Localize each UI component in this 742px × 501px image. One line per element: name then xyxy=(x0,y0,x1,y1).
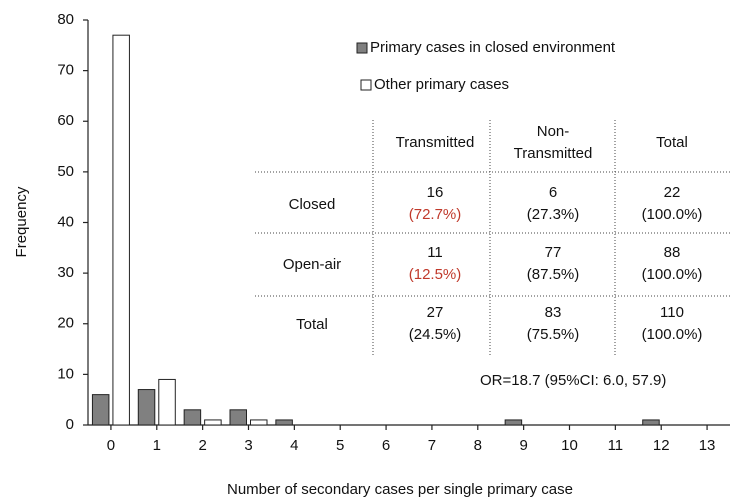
y-tick-label: 80 xyxy=(57,11,74,28)
legend-swatch xyxy=(356,42,368,54)
x-tick-label: 1 xyxy=(153,437,161,454)
bar xyxy=(158,378,176,426)
x-tick-label: 2 xyxy=(198,437,206,454)
annotation: OR=18.7 (95%CI: 6.0, 57.9) xyxy=(480,372,666,389)
y-axis-label: Frequency xyxy=(13,186,30,257)
bar xyxy=(250,419,268,426)
table-header: Non- xyxy=(537,123,570,140)
bar xyxy=(112,34,130,426)
x-tick-label: 13 xyxy=(699,437,716,454)
legend-label: Other primary cases xyxy=(374,76,509,93)
y-tick-label: 40 xyxy=(57,213,74,230)
table-count: 88 xyxy=(664,244,681,261)
x-tick-label: 7 xyxy=(428,437,436,454)
y-tick-label: 60 xyxy=(57,112,74,129)
x-tick-label: 9 xyxy=(519,437,527,454)
x-tick-label: 0 xyxy=(107,437,115,454)
table-percent: (100.0%) xyxy=(642,206,703,223)
y-tick-label: 30 xyxy=(57,264,74,281)
table-count: 22 xyxy=(664,184,681,201)
bar xyxy=(504,419,523,426)
y-tick-label: 20 xyxy=(57,315,74,332)
bar xyxy=(183,409,202,426)
x-tick-label: 4 xyxy=(290,437,298,454)
bar xyxy=(204,419,222,426)
legend-label: Primary cases in closed environment xyxy=(370,39,616,56)
table-header: Transmitted xyxy=(514,145,593,162)
table-percent: (100.0%) xyxy=(642,326,703,343)
table-count: 27 xyxy=(427,304,444,321)
x-tick-label: 6 xyxy=(382,437,390,454)
bar xyxy=(275,419,293,426)
bar xyxy=(229,409,247,426)
table-count: 11 xyxy=(427,244,443,261)
table-count: 83 xyxy=(545,304,562,321)
y-tick-label: 50 xyxy=(57,163,74,180)
x-axis-label: Number of secondary cases per single pri… xyxy=(227,481,573,498)
table-count: 16 xyxy=(427,184,444,201)
table-percent: (24.5%) xyxy=(409,326,462,343)
table-count: 6 xyxy=(549,184,557,201)
table-count: 110 xyxy=(660,304,684,321)
table-row-label: Total xyxy=(296,316,328,333)
x-tick-label: 11 xyxy=(608,437,624,454)
table-percent: (12.5%) xyxy=(409,266,462,283)
bar xyxy=(642,419,660,426)
x-tick-label: 8 xyxy=(474,437,482,454)
table-percent: (100.0%) xyxy=(642,266,703,283)
table-header: Transmitted xyxy=(396,134,475,151)
bar xyxy=(137,389,156,426)
table-row-label: Closed xyxy=(289,196,336,213)
y-tick-label: 0 xyxy=(66,416,74,433)
legend-swatch xyxy=(360,79,372,91)
x-tick-label: 3 xyxy=(244,437,252,454)
y-tick-label: 10 xyxy=(57,365,74,382)
table-percent: (75.5%) xyxy=(527,326,580,343)
y-tick-label: 70 xyxy=(57,62,74,79)
table-row-label: Open-air xyxy=(283,256,341,273)
table-percent: (27.3%) xyxy=(527,206,580,223)
table-percent: (72.7%) xyxy=(409,206,462,223)
x-tick-label: 12 xyxy=(653,437,670,454)
bar xyxy=(91,394,110,426)
x-tick-label: 10 xyxy=(561,437,578,454)
x-tick-label: 5 xyxy=(336,437,344,454)
table-header: Total xyxy=(656,134,688,151)
table-percent: (87.5%) xyxy=(527,266,580,283)
table-count: 77 xyxy=(545,244,562,261)
